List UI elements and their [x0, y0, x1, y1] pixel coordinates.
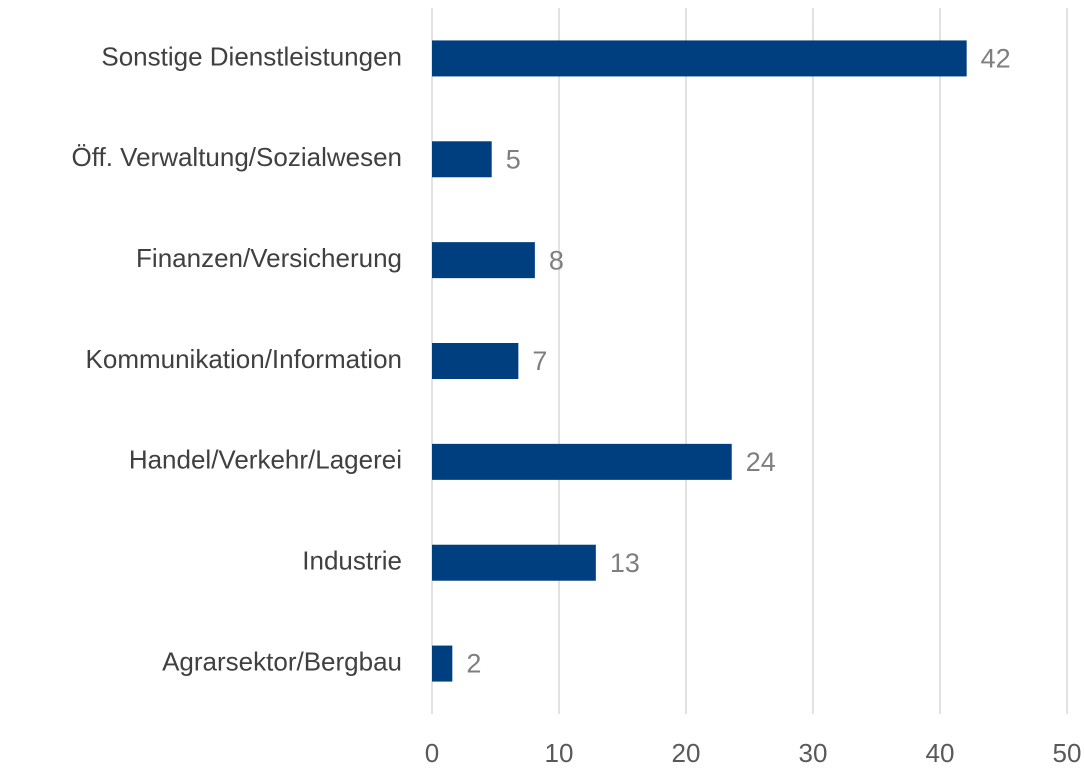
- x-tick-label: 40: [926, 738, 955, 768]
- bar: [432, 645, 453, 682]
- value-label: 24: [746, 447, 776, 477]
- x-tick-label: 30: [799, 738, 828, 768]
- bar: [432, 242, 535, 279]
- x-tick-label: 50: [1053, 738, 1082, 768]
- value-label: 42: [981, 44, 1011, 74]
- x-tick-label: 10: [545, 738, 574, 768]
- value-label: 13: [610, 548, 640, 578]
- value-label: 2: [466, 649, 481, 679]
- y-tick-label: Finanzen/Versicherung: [136, 243, 402, 273]
- bar: [432, 443, 732, 480]
- value-label: 7: [532, 346, 547, 376]
- bar: [432, 141, 492, 178]
- y-tick-label: Sonstige Dienstleistungen: [101, 41, 402, 71]
- y-tick-label: Industrie: [302, 546, 402, 576]
- y-tick-label: Handel/Verkehr/Lagerei: [129, 445, 402, 475]
- bar: [432, 544, 596, 581]
- x-tick-label: 0: [425, 738, 439, 768]
- value-label: 5: [506, 144, 521, 174]
- y-tick-label: Kommunikation/Information: [86, 344, 402, 374]
- y-tick-label: Öff. Verwaltung/Sozialwesen: [72, 142, 402, 172]
- value-label: 8: [549, 245, 564, 275]
- y-tick-label: Agrarsektor/Bergbau: [162, 646, 402, 676]
- x-tick-label: 20: [672, 738, 701, 768]
- bar: [432, 343, 519, 379]
- bar: [432, 40, 967, 77]
